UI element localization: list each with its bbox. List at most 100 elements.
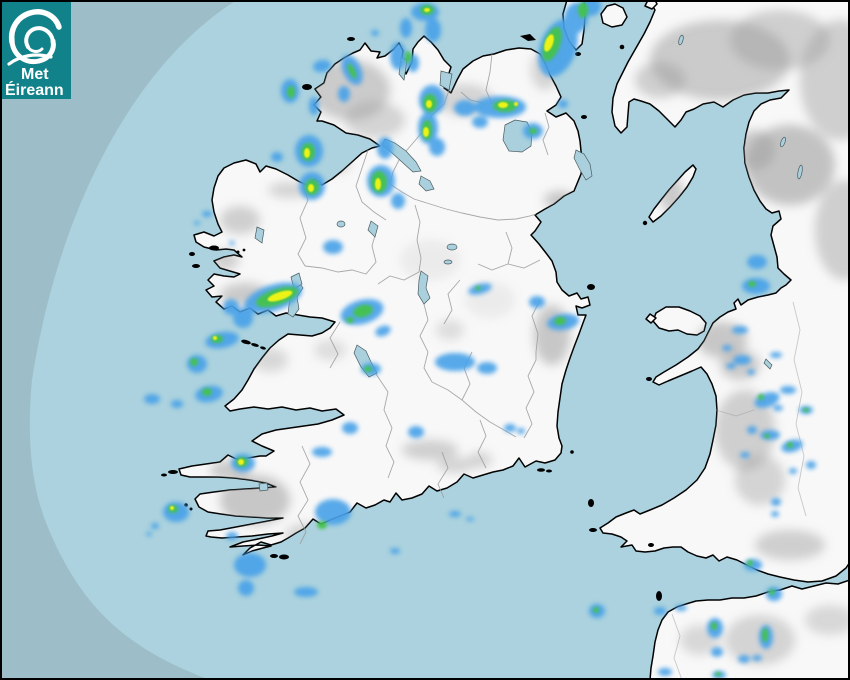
logo-text-met: Met <box>21 66 49 83</box>
rain-cell <box>170 506 174 510</box>
rain-cell <box>475 286 481 290</box>
rain-cell <box>377 137 393 159</box>
rain-cell <box>454 100 476 116</box>
rain-cell <box>309 97 319 115</box>
rain-cell <box>726 363 736 369</box>
rain-cell <box>146 532 152 536</box>
rain-cell <box>202 211 212 217</box>
rain-cell <box>770 352 782 358</box>
rain-cell <box>498 102 508 108</box>
arran-island <box>600 3 628 28</box>
rain-cell <box>375 325 391 337</box>
rain-cell <box>803 408 809 412</box>
rain-cell <box>313 59 331 73</box>
rain-cell <box>760 430 780 440</box>
rain-cell <box>267 290 293 302</box>
rain-cell <box>449 511 461 517</box>
rain-cell <box>675 605 687 611</box>
rain-cell <box>733 355 751 365</box>
rain-cell <box>226 532 238 540</box>
rain-cell <box>405 51 411 63</box>
rain-cell <box>211 335 223 343</box>
rain-cell <box>740 452 750 458</box>
anglesey-island <box>652 306 707 336</box>
rain-cell <box>514 102 518 106</box>
county-boundaries <box>297 53 807 680</box>
rain-cell <box>780 386 796 394</box>
rain-cell <box>764 434 770 438</box>
rain-cell <box>752 655 762 661</box>
rain-cell <box>771 511 779 517</box>
rain-cell <box>171 400 183 408</box>
rain-cell <box>747 369 755 375</box>
sea-out-of-range-region <box>0 0 237 680</box>
lough-allen <box>367 220 379 238</box>
rain-cell <box>238 580 254 596</box>
lough-foyle <box>439 70 453 91</box>
rain-cell <box>773 405 783 411</box>
bute-islet <box>644 0 658 10</box>
rain-cell <box>400 18 412 38</box>
rain-cell <box>517 428 525 434</box>
rain-cell <box>787 442 793 448</box>
rain-cell <box>391 193 405 209</box>
rain-cell <box>504 424 516 432</box>
rain-cell <box>312 447 332 457</box>
rain-cell <box>353 304 373 318</box>
rain-cell <box>806 461 816 469</box>
rain-cell <box>747 426 757 434</box>
rain-cell <box>771 498 781 506</box>
rain-cell <box>558 100 568 108</box>
rain-cell <box>317 521 327 529</box>
rain-cell <box>229 241 235 245</box>
lough-derravaragh <box>443 259 453 265</box>
met-eireann-logo: Met Éireann <box>2 2 71 99</box>
rain-cell <box>287 86 295 98</box>
scottish-loch <box>678 34 684 46</box>
rain-cell <box>390 548 400 554</box>
lough-sheelin <box>446 243 458 251</box>
rain-cell <box>424 8 430 12</box>
rain-cell <box>308 184 314 192</box>
rain-cell <box>375 178 381 190</box>
upper-lough-erne <box>418 175 435 192</box>
lakeland-water-2 <box>797 164 803 180</box>
rain-cell <box>347 63 357 79</box>
rain-cell <box>234 553 266 577</box>
rain-cell <box>342 422 358 434</box>
rain-cell <box>747 255 767 269</box>
rain-cell <box>658 668 672 676</box>
rain-cell <box>744 559 762 571</box>
rain-cell <box>323 240 343 254</box>
rain-cell <box>202 388 212 396</box>
lough-ree <box>417 270 431 305</box>
holy-island <box>645 313 657 324</box>
rain-cell <box>593 607 599 613</box>
rainfall-overlay <box>144 0 816 679</box>
rain-cell <box>304 148 310 158</box>
rain-cell <box>194 221 200 225</box>
rain-cell <box>346 317 354 323</box>
rain-cell <box>271 152 283 162</box>
rain-cell <box>711 647 723 657</box>
rain-cell <box>315 499 351 525</box>
rain-cell <box>429 138 445 156</box>
cyclone-swirl-icon <box>7 9 62 66</box>
rain-cell <box>748 281 756 287</box>
lough-conn <box>254 226 265 244</box>
rain-cell <box>364 366 372 372</box>
rain-cell <box>758 394 764 400</box>
islets <box>161 34 662 601</box>
lough-key <box>336 220 346 228</box>
rain-cell <box>223 299 239 315</box>
rain-cell <box>408 426 424 438</box>
rain-cell <box>529 128 537 134</box>
rain-cell <box>732 326 748 334</box>
rain-cell <box>654 607 666 615</box>
rain-cell <box>789 468 797 474</box>
rain-cell <box>466 517 474 521</box>
rain-cell <box>294 587 318 597</box>
rain-cell <box>544 34 554 52</box>
rain-cell <box>371 30 379 36</box>
